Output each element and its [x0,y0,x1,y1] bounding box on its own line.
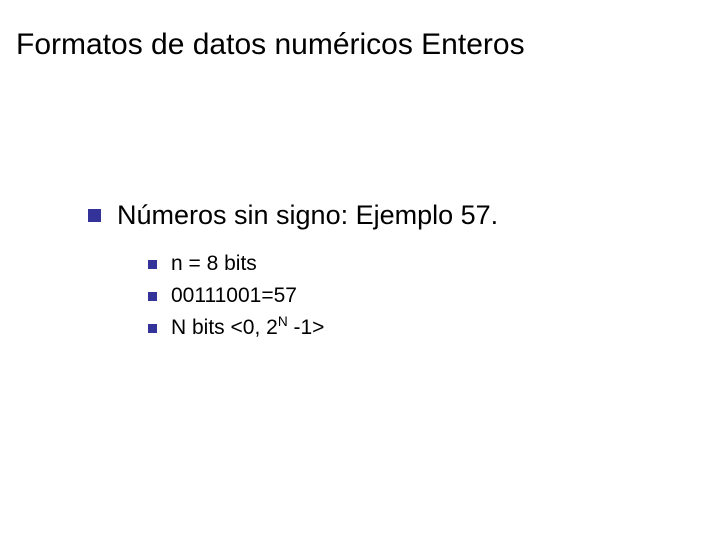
level2-text: n = 8 bits [171,252,257,276]
level2-list: n = 8 bits 00111001=57 N bits <0, 2N -1> [148,252,324,348]
list-item: n = 8 bits [148,252,324,276]
square-bullet-icon [88,209,101,222]
text-prefix: N bits <0, 2 [171,316,278,339]
list-item: 00111001=57 [148,284,324,308]
level2-text: N bits <0, 2N -1> [171,316,324,340]
square-bullet-icon [148,292,157,301]
superscript: N [278,314,288,329]
level1-text: Números sin signo: Ejemplo 57. [117,200,498,231]
slide-title: Formatos de datos numéricos Enteros [16,28,525,62]
square-bullet-icon [148,260,157,269]
square-bullet-icon [148,324,157,333]
text-suffix: -1> [288,316,325,339]
level2-text: 00111001=57 [171,284,297,308]
list-item: N bits <0, 2N -1> [148,316,324,340]
bullet-level1: Números sin signo: Ejemplo 57. [88,200,498,231]
